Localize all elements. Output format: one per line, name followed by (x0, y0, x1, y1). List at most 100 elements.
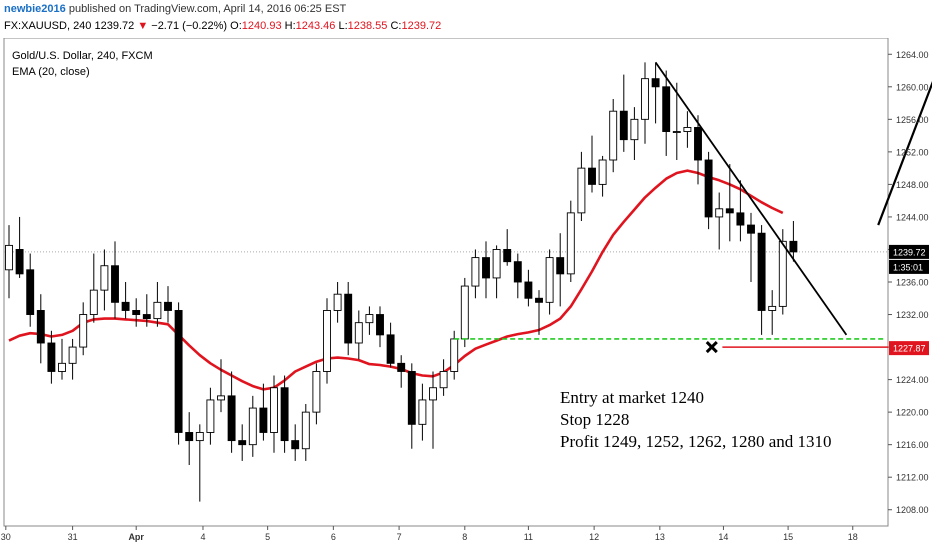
candle[interactable] (227, 371, 236, 453)
candle[interactable] (672, 82, 681, 160)
candle[interactable] (238, 424, 247, 461)
candle[interactable] (577, 151, 586, 221)
author-link[interactable]: newbie2016 (4, 3, 66, 15)
ema-value-tag-bg (889, 341, 929, 356)
candle[interactable] (450, 330, 459, 380)
x-tick-label: 31 (68, 532, 78, 542)
candle[interactable] (545, 249, 554, 315)
candle[interactable] (556, 233, 565, 307)
x-tick-label: Apr (128, 532, 144, 542)
candle[interactable] (598, 155, 607, 197)
candle[interactable] (333, 282, 342, 323)
candle[interactable] (492, 245, 501, 299)
price-chart[interactable]: 1208.001212.001216.001220.001224.001228.… (0, 38, 932, 550)
candle[interactable] (185, 412, 194, 465)
candle[interactable] (683, 111, 692, 148)
candle-body (344, 293, 353, 344)
stop-x-marker[interactable] (705, 341, 718, 354)
candle[interactable] (630, 107, 639, 160)
candle[interactable] (248, 395, 257, 457)
candle[interactable] (513, 253, 522, 299)
annotation-profit: Profit 1249, 1252, 1262, 1280 and 1310 (560, 432, 832, 451)
candle[interactable] (704, 151, 713, 230)
x-tick-label: 6 (331, 532, 336, 542)
candle[interactable] (482, 241, 490, 299)
candle[interactable] (100, 249, 109, 311)
candle[interactable] (609, 99, 618, 173)
candle[interactable] (566, 200, 575, 282)
countdown-tag: 1:35:01 (889, 259, 929, 274)
high-label: H: (284, 20, 296, 32)
candle[interactable] (174, 302, 183, 445)
candle[interactable] (89, 253, 98, 323)
candle[interactable] (715, 192, 724, 250)
candle[interactable] (26, 253, 35, 327)
candle[interactable] (291, 424, 300, 461)
candle[interactable] (323, 298, 331, 384)
candle[interactable] (524, 269, 533, 307)
candle[interactable] (259, 383, 268, 441)
drawings[interactable] (454, 58, 932, 354)
axes: 1208.001212.001216.001220.001224.001228.… (1, 50, 929, 542)
y-tick-label: 1216.00 (896, 440, 929, 450)
candle[interactable] (641, 62, 649, 144)
candle-body (482, 257, 490, 279)
candle[interactable] (365, 306, 374, 335)
candle[interactable] (503, 229, 512, 266)
candle[interactable] (460, 277, 469, 348)
candle[interactable] (439, 359, 448, 396)
candle[interactable] (312, 363, 321, 425)
candle[interactable] (376, 306, 384, 348)
annotation-entry: Entry at market 1240 (560, 388, 704, 407)
candle[interactable] (535, 290, 543, 335)
candle[interactable] (121, 282, 130, 319)
candle[interactable] (79, 302, 88, 356)
candle[interactable] (58, 338, 66, 380)
candle[interactable] (164, 286, 172, 323)
candle[interactable] (142, 294, 151, 327)
candle[interactable] (386, 322, 395, 368)
candle[interactable] (418, 383, 427, 441)
x-tick-label: 15 (783, 532, 793, 542)
candle[interactable] (757, 225, 766, 335)
y-tick-label: 1220.00 (896, 408, 929, 418)
candle[interactable] (662, 70, 671, 156)
candles[interactable] (5, 62, 798, 502)
candle[interactable] (36, 294, 45, 364)
candle[interactable] (301, 404, 310, 461)
candle-body (100, 265, 109, 291)
candle[interactable] (768, 290, 777, 335)
candle[interactable] (47, 330, 56, 384)
candle[interactable] (68, 338, 77, 380)
candle[interactable] (217, 359, 225, 413)
candle[interactable] (407, 363, 416, 449)
ema-layer (8, 169, 784, 391)
candle[interactable] (132, 298, 141, 327)
annotation-stop: Stop 1228 (560, 410, 630, 429)
candle[interactable] (736, 180, 745, 242)
candle[interactable] (111, 241, 119, 319)
candle[interactable] (280, 375, 289, 453)
candle[interactable] (789, 221, 798, 262)
candle-body (429, 387, 437, 401)
downtrend-line[interactable] (654, 61, 848, 336)
candle[interactable] (651, 62, 660, 124)
candle[interactable] (471, 249, 480, 299)
candle[interactable] (619, 74, 628, 152)
candle[interactable] (206, 387, 215, 445)
candle[interactable] (5, 225, 13, 299)
candle[interactable] (270, 375, 278, 453)
last-price-tag-text: 1239.72 (893, 247, 926, 257)
candle[interactable] (429, 371, 437, 449)
candle[interactable] (747, 212, 755, 282)
candle[interactable] (15, 216, 24, 278)
candle[interactable] (344, 282, 353, 356)
projection-arrow-shaft[interactable] (877, 58, 932, 226)
candle[interactable] (725, 164, 734, 242)
candle[interactable] (195, 424, 204, 502)
candle[interactable] (397, 355, 406, 388)
candle[interactable] (694, 115, 702, 185)
candle[interactable] (588, 135, 596, 193)
candle[interactable] (354, 310, 363, 360)
candle[interactable] (153, 282, 162, 327)
